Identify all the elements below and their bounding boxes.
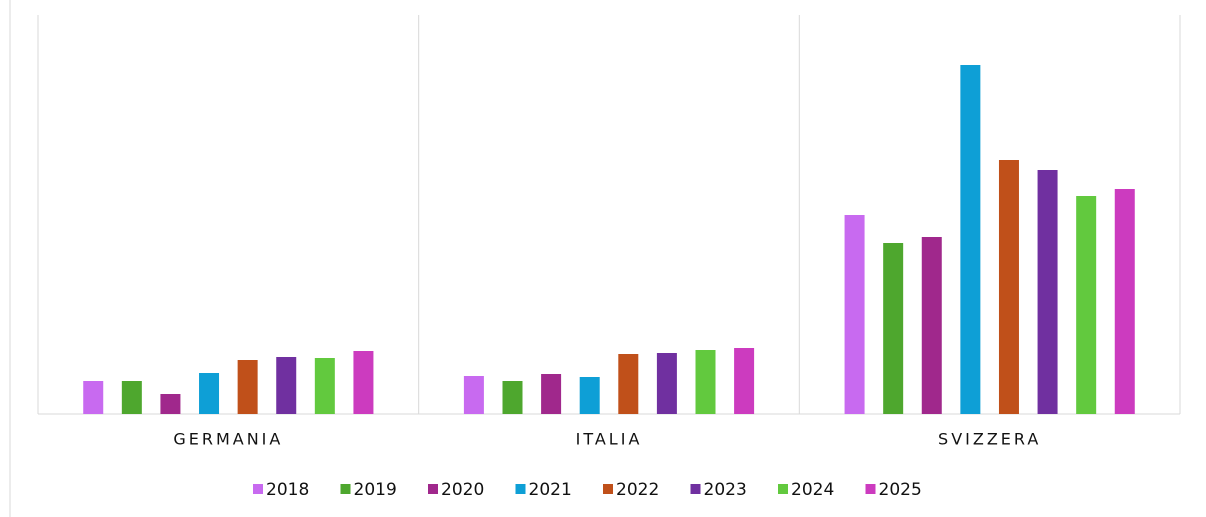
bar: [921, 237, 942, 414]
legend-label: 2020: [441, 480, 484, 500]
x-tick-label: SVIZZERA: [938, 430, 1041, 449]
legend-label: 2023: [704, 480, 747, 500]
bar: [237, 360, 258, 414]
bar: [844, 215, 865, 414]
legend-swatch: [690, 484, 701, 494]
bar: [579, 377, 600, 414]
legend-label: 2024: [791, 480, 834, 500]
bar: [618, 354, 639, 414]
legend-swatch: [515, 484, 526, 494]
legend-swatch: [603, 484, 613, 494]
bar: [502, 381, 523, 414]
legend-label: 2025: [879, 480, 922, 500]
bar: [463, 376, 484, 414]
bar: [656, 353, 677, 414]
legend-label: 2018: [266, 480, 309, 500]
legend-swatch: [865, 484, 876, 494]
bar: [883, 243, 904, 414]
bar: [160, 394, 181, 414]
bar: [276, 357, 297, 414]
bar: [734, 348, 755, 414]
bar: [960, 65, 981, 414]
legend-label: 2019: [354, 480, 397, 500]
legend-label: 2021: [529, 480, 572, 500]
legend-swatch: [428, 484, 438, 494]
x-tick-label: ITALIA: [576, 430, 643, 449]
bar: [83, 381, 104, 414]
x-tick-label: GERMANIA: [173, 430, 283, 449]
bar: [199, 373, 220, 414]
bar: [353, 351, 374, 414]
legend-label: 2022: [616, 480, 659, 500]
bar: [998, 160, 1019, 414]
bar: [1037, 170, 1058, 414]
legend-swatch: [253, 484, 263, 494]
legend-swatch: [340, 484, 351, 494]
bar: [314, 358, 335, 414]
bar: [1114, 189, 1135, 414]
bar: [695, 350, 716, 414]
bar: [1076, 196, 1097, 414]
bar: [541, 374, 562, 414]
legend-swatch: [778, 484, 788, 494]
bar: [121, 381, 142, 414]
